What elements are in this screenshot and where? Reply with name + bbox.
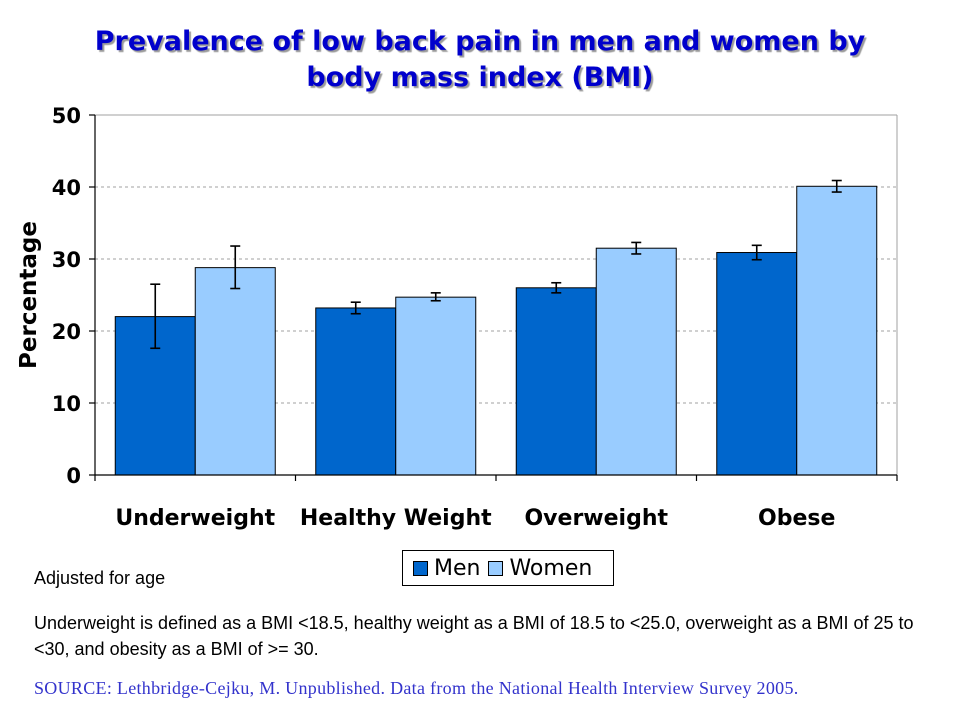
bar-women-2 xyxy=(595,247,677,476)
axes xyxy=(89,114,898,481)
bar-men-2 xyxy=(515,287,597,476)
bar-men-1 xyxy=(315,307,397,476)
bar-men-3 xyxy=(716,252,798,476)
y-tick-label: 20 xyxy=(52,320,81,344)
legend-swatch-women xyxy=(488,560,504,576)
legend-label-men: Men xyxy=(434,555,481,581)
source-note: SOURCE: Lethbridge-Cejku, M. Unpublished… xyxy=(34,678,799,698)
y-tick-label: 40 xyxy=(52,176,81,200)
y-axis-label: Percentage xyxy=(16,221,42,369)
bar-chart-plot: 0 10 20 30 40 50 Underweight Healthy Weight Over… xyxy=(16,104,898,531)
bar-women-3 xyxy=(796,185,878,476)
bar-women-0 xyxy=(194,267,276,476)
bars xyxy=(114,185,878,476)
bar-women-1 xyxy=(395,296,477,476)
legend-label-women: Women xyxy=(509,555,593,581)
chart-title-line-1: Prevalence of low back pain in men and w… xyxy=(94,26,866,57)
x-tick-label: Obese xyxy=(758,506,835,531)
legend-item-men: Men xyxy=(413,556,480,581)
y-tick-label: 30 xyxy=(52,248,81,272)
y-tick-label: 0 xyxy=(66,464,81,488)
legend-item-women: Women xyxy=(488,556,592,581)
note-adjusted: Adjusted for age xyxy=(34,568,166,588)
y-tick-label: 50 xyxy=(52,104,81,128)
legend: Men Women xyxy=(402,550,614,586)
x-tick-label: Underweight xyxy=(115,506,275,531)
chart-title-line-2: body mass index (BMI) xyxy=(306,62,654,93)
error-bars xyxy=(150,179,842,350)
note-bmi-definition: Underweight is defined as a BMI <18.5, h… xyxy=(34,613,914,659)
x-tick-label: Healthy Weight xyxy=(300,506,492,531)
x-tick-label: Overweight xyxy=(524,506,668,531)
y-tick-label: 10 xyxy=(52,392,81,416)
legend-swatch-men xyxy=(413,560,428,576)
axis-labels: 0 10 20 30 40 50 Underweight Healthy Weight Over… xyxy=(16,104,835,531)
